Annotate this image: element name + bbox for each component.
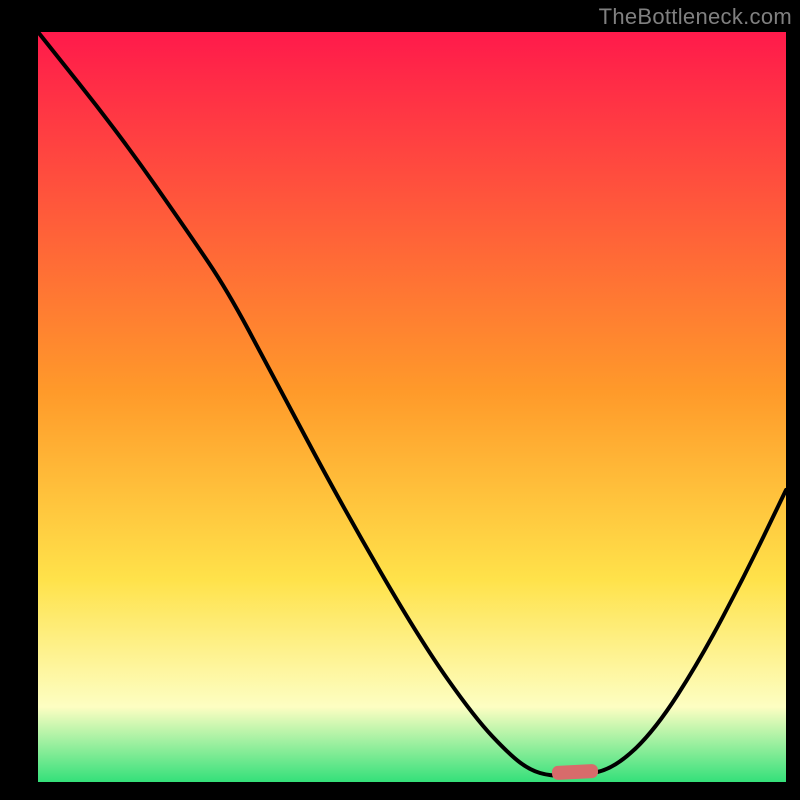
optimal-marker xyxy=(552,764,599,780)
chart-plot-area xyxy=(38,32,786,782)
watermark-text: TheBottleneck.com xyxy=(599,4,792,30)
